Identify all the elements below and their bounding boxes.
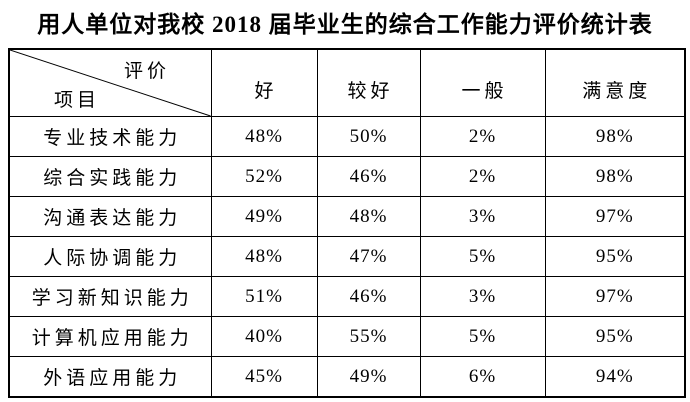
value-cell: 3% — [419, 196, 546, 237]
value-cell: 49% — [316, 356, 421, 398]
value-cell: 51% — [210, 276, 318, 317]
corner-label-evaluation: 评价 — [124, 61, 171, 82]
table-title: 用人单位对我校 2018 届毕业生的综合工作能力评价统计表 — [37, 12, 653, 37]
column-header-fairly-good: 较好 — [316, 48, 421, 117]
table-row: 计算机应用能力 40% 55% 5% 95% — [8, 316, 686, 357]
row-label-cell: 学习新知识能力 — [8, 276, 212, 317]
row-label-cell: 综合实践能力 — [8, 156, 212, 197]
diagonal-line — [10, 50, 211, 116]
row-label-cell: 计算机应用能力 — [8, 316, 212, 357]
value-cell: 45% — [210, 356, 318, 398]
table-row: 专业技术能力 48% 50% 2% 98% — [8, 116, 686, 157]
row-label-cell: 专业技术能力 — [8, 116, 212, 157]
column-header-average: 一般 — [419, 48, 546, 117]
value-cell: 48% — [316, 196, 421, 237]
table-row: 综合实践能力 52% 46% 2% 98% — [8, 156, 686, 197]
value-cell: 2% — [419, 116, 546, 157]
value-cell: 47% — [316, 236, 421, 277]
value-cell: 97% — [544, 276, 686, 317]
value-cell: 49% — [210, 196, 318, 237]
value-cell: 98% — [544, 116, 686, 157]
value-cell: 97% — [544, 196, 686, 237]
value-cell: 6% — [419, 356, 546, 398]
value-cell: 95% — [544, 236, 686, 277]
diagonal-header-cell: 评价 项目 — [8, 48, 212, 117]
value-cell: 40% — [210, 316, 318, 357]
value-cell: 48% — [210, 116, 318, 157]
value-cell: 52% — [210, 156, 318, 197]
value-cell: 3% — [419, 276, 546, 317]
value-cell: 2% — [419, 156, 546, 197]
value-cell: 55% — [316, 316, 421, 357]
column-header-satisfaction: 满意度 — [544, 48, 686, 117]
value-cell: 98% — [544, 156, 686, 197]
table-row: 沟通表达能力 49% 48% 3% 97% — [8, 196, 686, 237]
column-header-label: 较好 — [347, 80, 394, 102]
corner-label-item: 项目 — [54, 90, 101, 111]
table-row: 人际协调能力 48% 47% 5% 95% — [8, 236, 686, 277]
value-cell: 46% — [316, 156, 421, 197]
column-header-label: 满意度 — [582, 80, 652, 102]
row-label-cell: 沟通表达能力 — [8, 196, 212, 237]
value-cell: 50% — [316, 116, 421, 157]
row-label-cell: 外语应用能力 — [8, 356, 212, 398]
row-label-cell: 人际协调能力 — [8, 236, 212, 277]
value-cell: 5% — [419, 316, 546, 357]
value-cell: 5% — [419, 236, 546, 277]
column-header-good: 好 — [210, 48, 318, 117]
value-cell: 95% — [544, 316, 686, 357]
column-header-label: 好 — [254, 80, 278, 102]
value-cell: 46% — [316, 276, 421, 317]
column-header-label: 一般 — [461, 80, 508, 102]
value-cell: 48% — [210, 236, 318, 277]
table-row: 外语应用能力 45% 49% 6% 94% — [8, 356, 686, 398]
evaluation-table: 评价 项目 好 较好 一般 满意度 专业技术能力 48% 50% 2% 98% … — [8, 48, 686, 398]
header-row: 评价 项目 好 较好 一般 满意度 — [8, 48, 686, 117]
value-cell: 94% — [544, 356, 686, 398]
table-row: 学习新知识能力 51% 46% 3% 97% — [8, 276, 686, 317]
